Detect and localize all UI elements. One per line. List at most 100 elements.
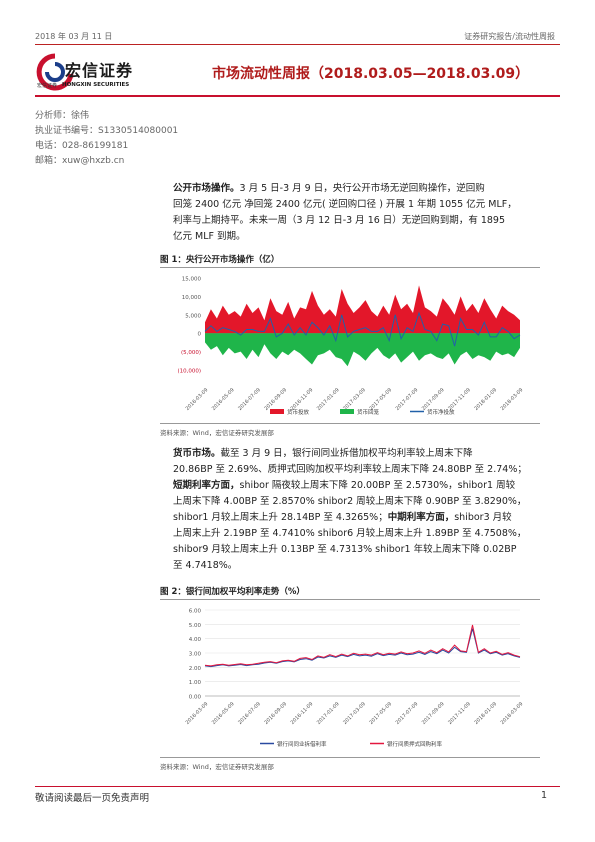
para2-line5-text: shibor1 月较上周末上升 28.14BP 至 4.3265%；: [173, 512, 388, 523]
report-category: 证券研究报告/流动性周报: [464, 32, 555, 41]
figure1-caption: 图 1：央行公开市场操作（亿）: [160, 255, 280, 265]
figure1-top-rule: [160, 267, 540, 268]
x-tick-label: 2017-07-09: [395, 387, 420, 412]
y-tick-label: (5,000): [181, 350, 201, 356]
x-tick-label: 2017-03-09: [342, 701, 367, 726]
y-tick-label: 10,000: [182, 295, 202, 301]
figure2-top-rule: [160, 599, 540, 600]
x-tick-label: 2017-07-09: [395, 701, 420, 726]
para1-lead: 公开市场操作。: [173, 183, 240, 194]
para2-line3-text: shibor 隔夜较上周末下降 20.00BP 至 2.5730%，shibor…: [239, 480, 516, 491]
figure2-caption: 图 2：银行间加权平均利率走势（%）: [160, 587, 305, 597]
x-tick-label: 2018-01-09: [473, 701, 498, 726]
y-tick-label: 2.00: [189, 666, 202, 672]
logo-sub-cn: 宏信证券: [37, 83, 58, 89]
analyst-phone: 电话：028-86199181: [35, 141, 129, 151]
para2-line8: 至 4.7418%。: [173, 560, 238, 571]
figure1-source: 资料来源：Wind，宏信证券研究发展部: [160, 429, 274, 437]
series-line-interbank: [204, 628, 521, 668]
x-tick-label: 2016-09-09: [263, 387, 288, 412]
x-tick-label: 2016-07-09: [237, 387, 262, 412]
x-tick-label: 2018-01-09: [473, 387, 498, 412]
x-tick-label: 2016-07-09: [237, 701, 262, 726]
x-tick-label: 2018-03-09: [500, 387, 525, 412]
para1-line4: 亿元 MLF 到期。: [173, 231, 246, 242]
x-tick-label: 2017-01-09: [316, 701, 341, 726]
y-tick-label: 3.00: [189, 652, 202, 658]
y-tick-label: (10,000): [177, 369, 201, 375]
para1-line1: 公开市场操作。3 月 5 日-3 月 9 日，央行公开市场无逆回购操作，逆回购: [173, 181, 543, 197]
logo-mark-icon: [36, 53, 74, 91]
page-number: 1: [540, 790, 547, 801]
para2-mid-rate-lead: 中期利率方面，: [387, 512, 455, 523]
legend-label: 银行间质押式回购利率: [387, 740, 443, 748]
header-rule: [35, 44, 560, 45]
para1-line2: 回笼 2400 亿元 净回笼 2400 亿元( 逆回购口径 ) 开展 1 年期 …: [173, 199, 517, 210]
title-rule: [35, 95, 560, 97]
para2-line5-tail: shibor3 月较: [454, 512, 512, 523]
series-line-repo: [204, 624, 521, 667]
series-line-net-injection: [204, 311, 521, 347]
para1-line3: 利率与上期持平。未来一周（3 月 12 日-3 月 16 日）无逆回购到期，有 …: [173, 215, 506, 226]
x-tick-label: 2016-03-09: [185, 387, 210, 412]
x-tick-label: 2017-01-09: [316, 387, 341, 412]
x-tick-label: 2018-03-09: [500, 701, 525, 726]
para2-line1-text: 截至 3 月 9 日，银行间同业拆借加权平均利率较上周末下降: [220, 448, 473, 459]
x-tick-label: 2016-05-09: [211, 701, 236, 726]
x-tick-label: 2017-05-09: [368, 701, 393, 726]
x-tick-label: 2017-11-09: [447, 701, 472, 726]
paragraph-money-market: 货币市场。截至 3 月 9 日，银行间同业拆借加权平均利率较上周末下降 20.8…: [173, 446, 543, 574]
y-tick-label: 0: [198, 332, 202, 338]
legend-label: 货币回笼: [357, 408, 380, 416]
y-tick-label: 4.00: [189, 637, 202, 643]
x-tick-label: 2016-11-09: [290, 701, 315, 726]
y-tick-label: 6.00: [189, 609, 202, 615]
para2-line1: 货币市场。截至 3 月 9 日，银行间同业拆借加权平均利率较上周末下降: [173, 446, 543, 462]
x-tick-label: 2016-03-09: [185, 701, 210, 726]
para2-lead: 货币市场。: [173, 448, 221, 459]
figure2-bottom-rule: [160, 757, 540, 758]
para2-line6: 上周末上升 2.19BP 至 4.7410% shibor6 月较上周末上升 1…: [173, 528, 527, 539]
legend-label: 货币投放: [287, 408, 310, 416]
x-tick-label: 2017-11-09: [447, 387, 472, 412]
page-title: 市场流动性周报（2018.03.05—2018.03.09）: [212, 66, 530, 82]
para2-line7: shibor9 月较上周末上升 0.13BP 至 4.7313% shibor1…: [173, 544, 517, 555]
series-area-injection: [205, 285, 520, 334]
company-logo: 宏信证券 宏信证券 HONGXIN SECURITIES: [35, 53, 175, 93]
legend-label: 银行间同业拆借利率: [277, 740, 327, 748]
logo-text-cn: 宏信证券: [65, 61, 134, 80]
para1-line1-text: 3 月 5 日-3 月 9 日，央行公开市场无逆回购操作，逆回购: [239, 183, 485, 194]
figure1-chart: 15,000 10,000 5,000 0 (5,000) (10,000) 2016-03…: [177, 277, 525, 417]
para2-line3: 短期利率方面，shibor 隔夜较上周末下降 20.00BP 至 2.5730%…: [173, 478, 543, 494]
para2-line5: shibor1 月较上周末上升 28.14BP 至 4.3265%；中期利率方面…: [173, 510, 543, 526]
footer-disclaimer: 敬请阅读最后一页免责声明: [35, 793, 150, 804]
logo-text-en: HONGXIN SECURITIES: [62, 82, 130, 88]
x-tick-label: 2017-05-09: [368, 387, 393, 412]
para2-line2: 20.86BP 至 2.69%、质押式回购加权平均利率较上周末下降 24.80B…: [173, 464, 527, 475]
figure2-source: 资料来源：Wind，宏信证券研究发展部: [160, 763, 274, 771]
y-tick-label: 5.00: [189, 623, 202, 629]
y-tick-label: 15,000: [182, 277, 202, 283]
para2-short-rate-lead: 短期利率方面，: [173, 480, 240, 491]
y-tick-label: 1.00: [189, 680, 202, 686]
x-tick-label: 2017-09-09: [421, 387, 446, 412]
figure1-bottom-rule: [160, 423, 540, 424]
x-tick-label: 2017-03-09: [342, 387, 367, 412]
legend-swatch: [340, 409, 354, 414]
paragraph-open-market: 公开市场操作。3 月 5 日-3 月 9 日，央行公开市场无逆回购操作，逆回购 …: [173, 181, 543, 245]
analyst-email: 邮箱：xuw@hxzb.cn: [35, 156, 125, 166]
x-tick-label: 2016-11-09: [290, 387, 315, 412]
x-tick-label: 2016-05-09: [211, 387, 236, 412]
footer-rule: [35, 786, 560, 787]
x-tick-label: 2016-09-09: [263, 701, 288, 726]
x-tick-label: 2017-09-09: [421, 701, 446, 726]
legend-label: 货币净投放: [427, 408, 455, 416]
y-tick-label: 5,000: [185, 313, 201, 319]
para2-line4: 上周末下降 4.00BP 至 2.8570% shibor2 周较上周末下降 0…: [173, 496, 527, 507]
legend-swatch: [270, 409, 284, 414]
y-tick-label: 0.00: [189, 695, 202, 701]
report-date: 2018 年 03 月 11 日: [35, 32, 113, 41]
series-area-withdrawal: [205, 333, 520, 367]
analyst-name: 分析师：徐伟: [35, 111, 90, 121]
